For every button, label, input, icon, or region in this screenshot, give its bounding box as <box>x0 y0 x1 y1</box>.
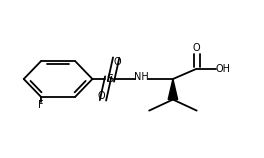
Text: S: S <box>106 74 113 84</box>
Polygon shape <box>168 79 178 100</box>
Text: O: O <box>98 91 105 101</box>
Text: NH: NH <box>134 72 149 82</box>
Text: O: O <box>114 57 121 67</box>
Text: F: F <box>38 100 44 110</box>
Text: O: O <box>193 43 200 53</box>
Text: OH: OH <box>215 64 230 74</box>
